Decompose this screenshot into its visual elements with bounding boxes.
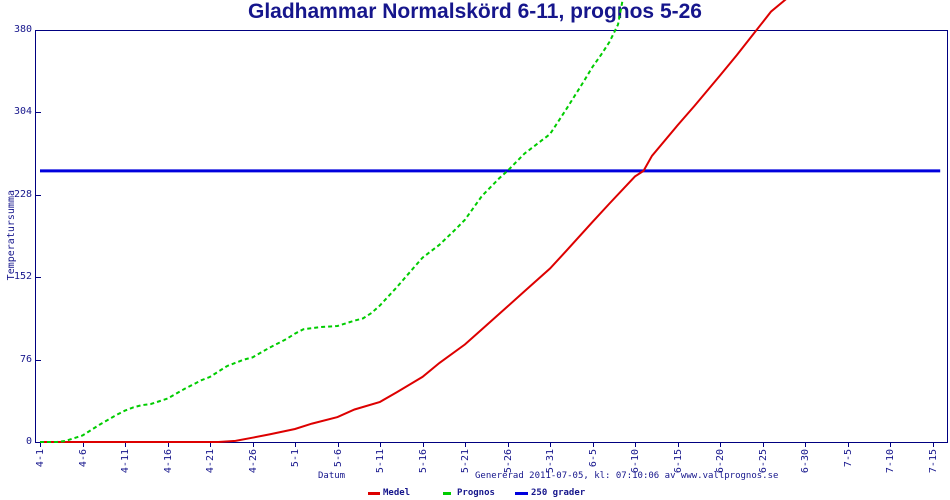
x-tick-label: 5-1 [290, 449, 301, 468]
x-tick-label: 4-21 [205, 449, 216, 474]
x-tick-label: 4-16 [162, 449, 174, 474]
x-tick-label: 6-15 [672, 449, 684, 474]
x-tick-label: 7-10 [885, 449, 896, 474]
legend-label-medel: Medel [383, 488, 411, 498]
legend-label-prognos: Prognos [457, 488, 495, 498]
y-tick-label: 380 [13, 24, 32, 35]
generated-caption: Genererad 2011-07-05, kl: 07:10:06 av ww… [475, 471, 779, 481]
prognos-line-swatch [443, 492, 451, 495]
x-tick-label: 7-5 [842, 449, 854, 468]
x-tick-label: 4-6 [77, 449, 89, 468]
x-tick-label: 5-6 [332, 449, 344, 468]
y-tick-label: 304 [13, 106, 32, 118]
x-tick-label: 5-26 [502, 449, 514, 474]
x-tick-label: 4-26 [247, 449, 259, 474]
medel-line-swatch [368, 492, 380, 495]
250-grader-line-swatch [515, 492, 528, 495]
x-tick-label: 6-25 [757, 449, 769, 474]
x-tick-label: 5-31 [545, 449, 556, 474]
x-tick-label: 4-1 [35, 449, 46, 468]
x-tick-label: 7-15 [927, 449, 939, 474]
x-tick-label: 5-21 [460, 449, 471, 474]
y-axis-title: Temperatursumma [6, 190, 17, 281]
x-tick-label: 6-5 [587, 449, 599, 468]
chart-title: Gladhammar Normalskörd 6-11, prognos 5-2… [248, 0, 702, 23]
legend-label-250-grader: 250 grader [531, 488, 586, 498]
x-tick-label: 6-30 [800, 449, 811, 474]
x-tick-label: 5-11 [375, 449, 386, 474]
y-tick-label: 76 [19, 353, 32, 365]
x-axis-title: Datum [318, 471, 346, 481]
x-tick-label: 5-16 [417, 449, 429, 474]
x-tick-label: 4-11 [120, 449, 131, 474]
y-tick-label: 228 [13, 188, 32, 200]
y-tick-label: 152 [13, 271, 32, 283]
y-tick-label: 0 [25, 436, 32, 447]
x-tick-label: 6-10 [630, 449, 641, 474]
x-tick-label: 6-20 [715, 449, 726, 474]
